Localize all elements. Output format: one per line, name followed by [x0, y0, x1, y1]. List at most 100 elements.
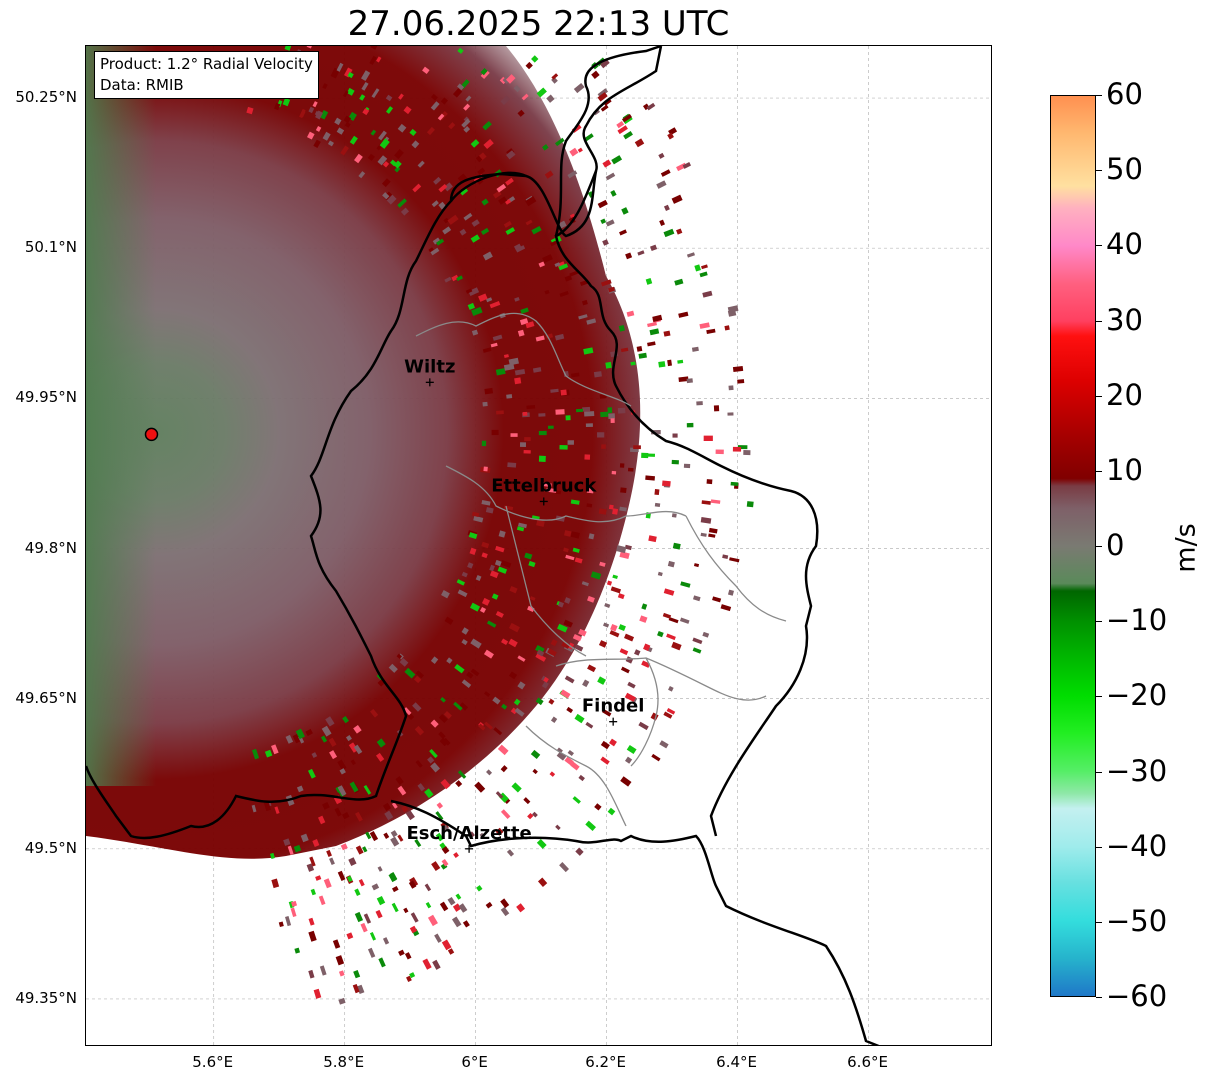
lat-tick-label: 50.1°N	[24, 238, 77, 257]
echo-gate	[425, 901, 432, 909]
echo-gate	[572, 633, 582, 642]
echo-gate	[335, 955, 345, 966]
map-canvas[interactable]: Wiltz Ettelbruck Findel Esch/Alzette	[86, 46, 992, 1046]
echo-gate	[617, 407, 626, 414]
echo-gate	[334, 117, 342, 126]
echo-gate	[676, 228, 683, 235]
echo-gate	[295, 728, 305, 740]
echo-gate	[489, 301, 501, 309]
echo-gate	[457, 770, 467, 779]
echo-gate	[542, 482, 552, 488]
lon-tick-label: 5.6°E	[192, 1053, 234, 1071]
echo-gate	[536, 87, 547, 98]
echo-gate	[586, 503, 593, 508]
echo-gate	[486, 620, 497, 628]
echo-gate	[523, 449, 531, 454]
echo-gate	[391, 902, 399, 913]
echo-gate	[570, 761, 580, 771]
echo-gate	[619, 506, 627, 512]
echo-gate	[363, 913, 372, 924]
echo-gate	[621, 207, 629, 215]
echo-gate	[597, 432, 605, 438]
echo-gate	[657, 630, 664, 638]
echo-gate	[597, 88, 609, 98]
echo-gate	[538, 877, 548, 887]
echo-gate	[668, 686, 674, 692]
echo-gate	[430, 101, 440, 111]
echo-gate	[285, 734, 294, 744]
echo-gate	[342, 715, 349, 724]
echo-gate	[699, 322, 710, 329]
echo-gate	[645, 277, 653, 285]
echo-gate	[701, 500, 711, 505]
echo-gate	[525, 219, 533, 226]
echo-gate	[547, 425, 554, 429]
radar-map[interactable]: Wiltz Ettelbruck Findel Esch/Alzette	[85, 45, 992, 1046]
echo-gate	[543, 676, 549, 683]
echo-gate	[306, 863, 315, 872]
echo-gate	[600, 104, 609, 112]
echo-gate	[432, 237, 441, 245]
echo-gate	[702, 290, 713, 298]
colorbar-tick-label: −20	[1106, 678, 1168, 713]
echo-gate	[403, 105, 412, 115]
echo-gate	[602, 239, 609, 246]
echo-gate	[518, 522, 527, 529]
echo-gate	[451, 916, 462, 928]
echo-gate	[581, 581, 589, 587]
echo-gate	[443, 710, 452, 719]
echo-gate	[506, 150, 516, 160]
echo-gate	[511, 782, 522, 793]
echo-gate	[459, 228, 467, 236]
echo-gate	[469, 602, 481, 612]
echo-gate	[563, 619, 573, 628]
echo-gate	[319, 110, 329, 120]
echo-gate	[353, 969, 361, 979]
echo-gate	[500, 906, 510, 917]
echo-gate	[344, 67, 353, 78]
echo-gate	[305, 728, 313, 737]
echo-gate	[369, 55, 377, 65]
echo-gate	[415, 670, 425, 679]
echo-gate	[473, 515, 484, 523]
echo-gate	[484, 721, 493, 730]
echo-gate	[378, 130, 387, 141]
echo-gate	[715, 449, 724, 455]
lat-tick-label: 49.65°N	[15, 688, 77, 707]
echo-gate	[442, 226, 452, 235]
echo-gate	[441, 846, 450, 854]
echo-gate	[554, 333, 565, 341]
lon-tick-label: 6.2°E	[585, 1053, 627, 1071]
echo-gate	[401, 805, 409, 813]
echo-gate	[619, 551, 630, 560]
echo-gate	[430, 656, 439, 664]
echo-gate	[573, 82, 585, 94]
echo-gate	[483, 691, 491, 697]
echo-gate	[559, 862, 570, 873]
echo-gate	[625, 252, 633, 260]
echo-gate	[708, 527, 718, 534]
echo-gate	[282, 97, 291, 107]
echo-gate	[641, 660, 651, 668]
echo-gate	[563, 530, 572, 537]
echo-gate	[505, 177, 514, 186]
echo-gate	[356, 984, 365, 995]
echo-gate	[394, 149, 404, 160]
lat-tick-label: 49.35°N	[15, 988, 77, 1007]
echo-gate	[251, 748, 260, 760]
echo-gate	[667, 132, 674, 140]
echo-gate	[497, 744, 509, 756]
district-border	[630, 657, 659, 767]
echo-gate	[571, 372, 580, 378]
echo-gate	[430, 247, 440, 256]
echo-gate	[322, 801, 330, 810]
echo-gate	[296, 785, 304, 793]
echo-gate	[409, 925, 418, 934]
echo-gate	[495, 368, 506, 376]
echo-gate	[483, 466, 488, 472]
echo-gate	[523, 797, 531, 805]
echo-gate	[365, 831, 372, 840]
echo-gate	[383, 832, 390, 839]
echo-gate	[530, 749, 541, 760]
echo-gate	[671, 194, 683, 204]
